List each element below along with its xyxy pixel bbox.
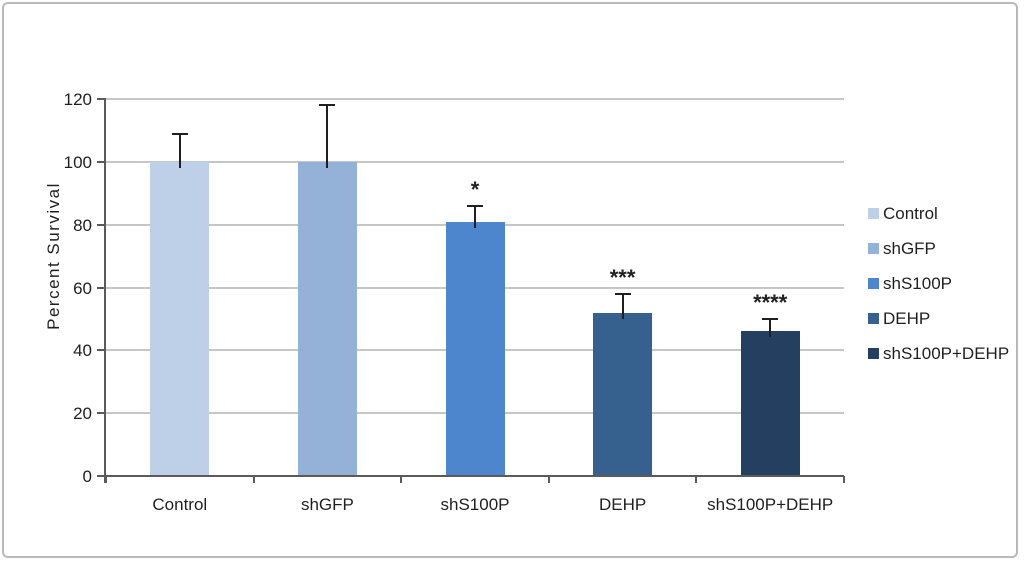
error-bar-cap bbox=[614, 292, 631, 295]
error-bar-cap bbox=[467, 204, 483, 207]
bar-dehp bbox=[593, 312, 653, 476]
bar-shs100p-dehp bbox=[740, 331, 800, 476]
y-tick-label: 0 bbox=[82, 467, 92, 486]
legend-label: shS100P bbox=[883, 273, 952, 293]
x-tick-label: Control bbox=[152, 495, 208, 514]
error-bar-line bbox=[326, 105, 329, 168]
legend-label: shGFP bbox=[883, 238, 936, 258]
x-axis-line bbox=[104, 475, 844, 477]
legend-label: Control bbox=[883, 203, 938, 223]
y-tick-label: 120 bbox=[63, 90, 92, 109]
x-tick bbox=[252, 476, 255, 483]
x-tick-label: shS100P bbox=[440, 495, 510, 514]
error-bar-line bbox=[178, 133, 181, 168]
y-tick bbox=[97, 412, 106, 415]
y-tick-label: 60 bbox=[73, 278, 92, 298]
gridline bbox=[106, 98, 844, 100]
x-tick bbox=[695, 476, 698, 483]
gridline bbox=[106, 160, 844, 163]
y-tick bbox=[97, 98, 106, 100]
legend-item: shGFP bbox=[868, 231, 1009, 266]
figure-border bbox=[2, 2, 1018, 558]
y-tick bbox=[97, 223, 106, 226]
significance-stars: **** bbox=[753, 289, 788, 315]
x-tick bbox=[105, 476, 107, 483]
legend-label: shS100P+DEHP bbox=[883, 343, 1010, 363]
bar-shgfp bbox=[297, 161, 357, 476]
y-tick-label: 40 bbox=[73, 341, 92, 361]
x-tick bbox=[843, 476, 845, 483]
legend-item: DEHP bbox=[868, 301, 1009, 336]
y-axis-line bbox=[104, 99, 106, 483]
legend-swatch bbox=[868, 313, 879, 324]
error-bar-cap bbox=[762, 317, 779, 320]
bar-shs100p bbox=[445, 221, 505, 476]
y-tick bbox=[97, 349, 106, 352]
y-tick-label: 100 bbox=[63, 152, 92, 172]
significance-stars: * bbox=[470, 176, 480, 202]
error-bar-line bbox=[769, 318, 772, 338]
x-tick-label: shGFP bbox=[300, 495, 354, 514]
error-bar-line bbox=[474, 205, 476, 228]
error-bar-line bbox=[621, 293, 624, 319]
legend-item: shS100P+DEHP bbox=[868, 336, 1009, 371]
y-tick bbox=[97, 286, 106, 289]
error-bar-cap bbox=[319, 104, 336, 107]
y-tick-label: 80 bbox=[73, 215, 92, 235]
y-tick-label: 20 bbox=[73, 404, 92, 424]
y-tick bbox=[97, 160, 106, 163]
significance-stars: *** bbox=[609, 264, 636, 290]
legend-swatch bbox=[868, 243, 879, 254]
legend-swatch bbox=[868, 348, 879, 359]
error-bar-cap bbox=[171, 132, 188, 135]
bar-control bbox=[150, 161, 210, 476]
y-axis-title: Percent Survival bbox=[44, 182, 63, 330]
x-tick-label: DEHP bbox=[598, 495, 647, 514]
x-tick bbox=[400, 476, 403, 483]
legend-item: shS100P bbox=[868, 266, 1009, 301]
legend-swatch bbox=[868, 278, 879, 289]
x-tick bbox=[547, 476, 550, 483]
legend-swatch bbox=[868, 208, 879, 219]
legend-label: DEHP bbox=[883, 308, 931, 328]
x-tick-label: shS100P+DEHP bbox=[707, 495, 834, 514]
y-tick bbox=[97, 475, 106, 477]
legend: Control shGFP shS100P DEHP shS100P+DEHP bbox=[868, 196, 1009, 371]
legend-item: Control bbox=[868, 196, 1009, 231]
